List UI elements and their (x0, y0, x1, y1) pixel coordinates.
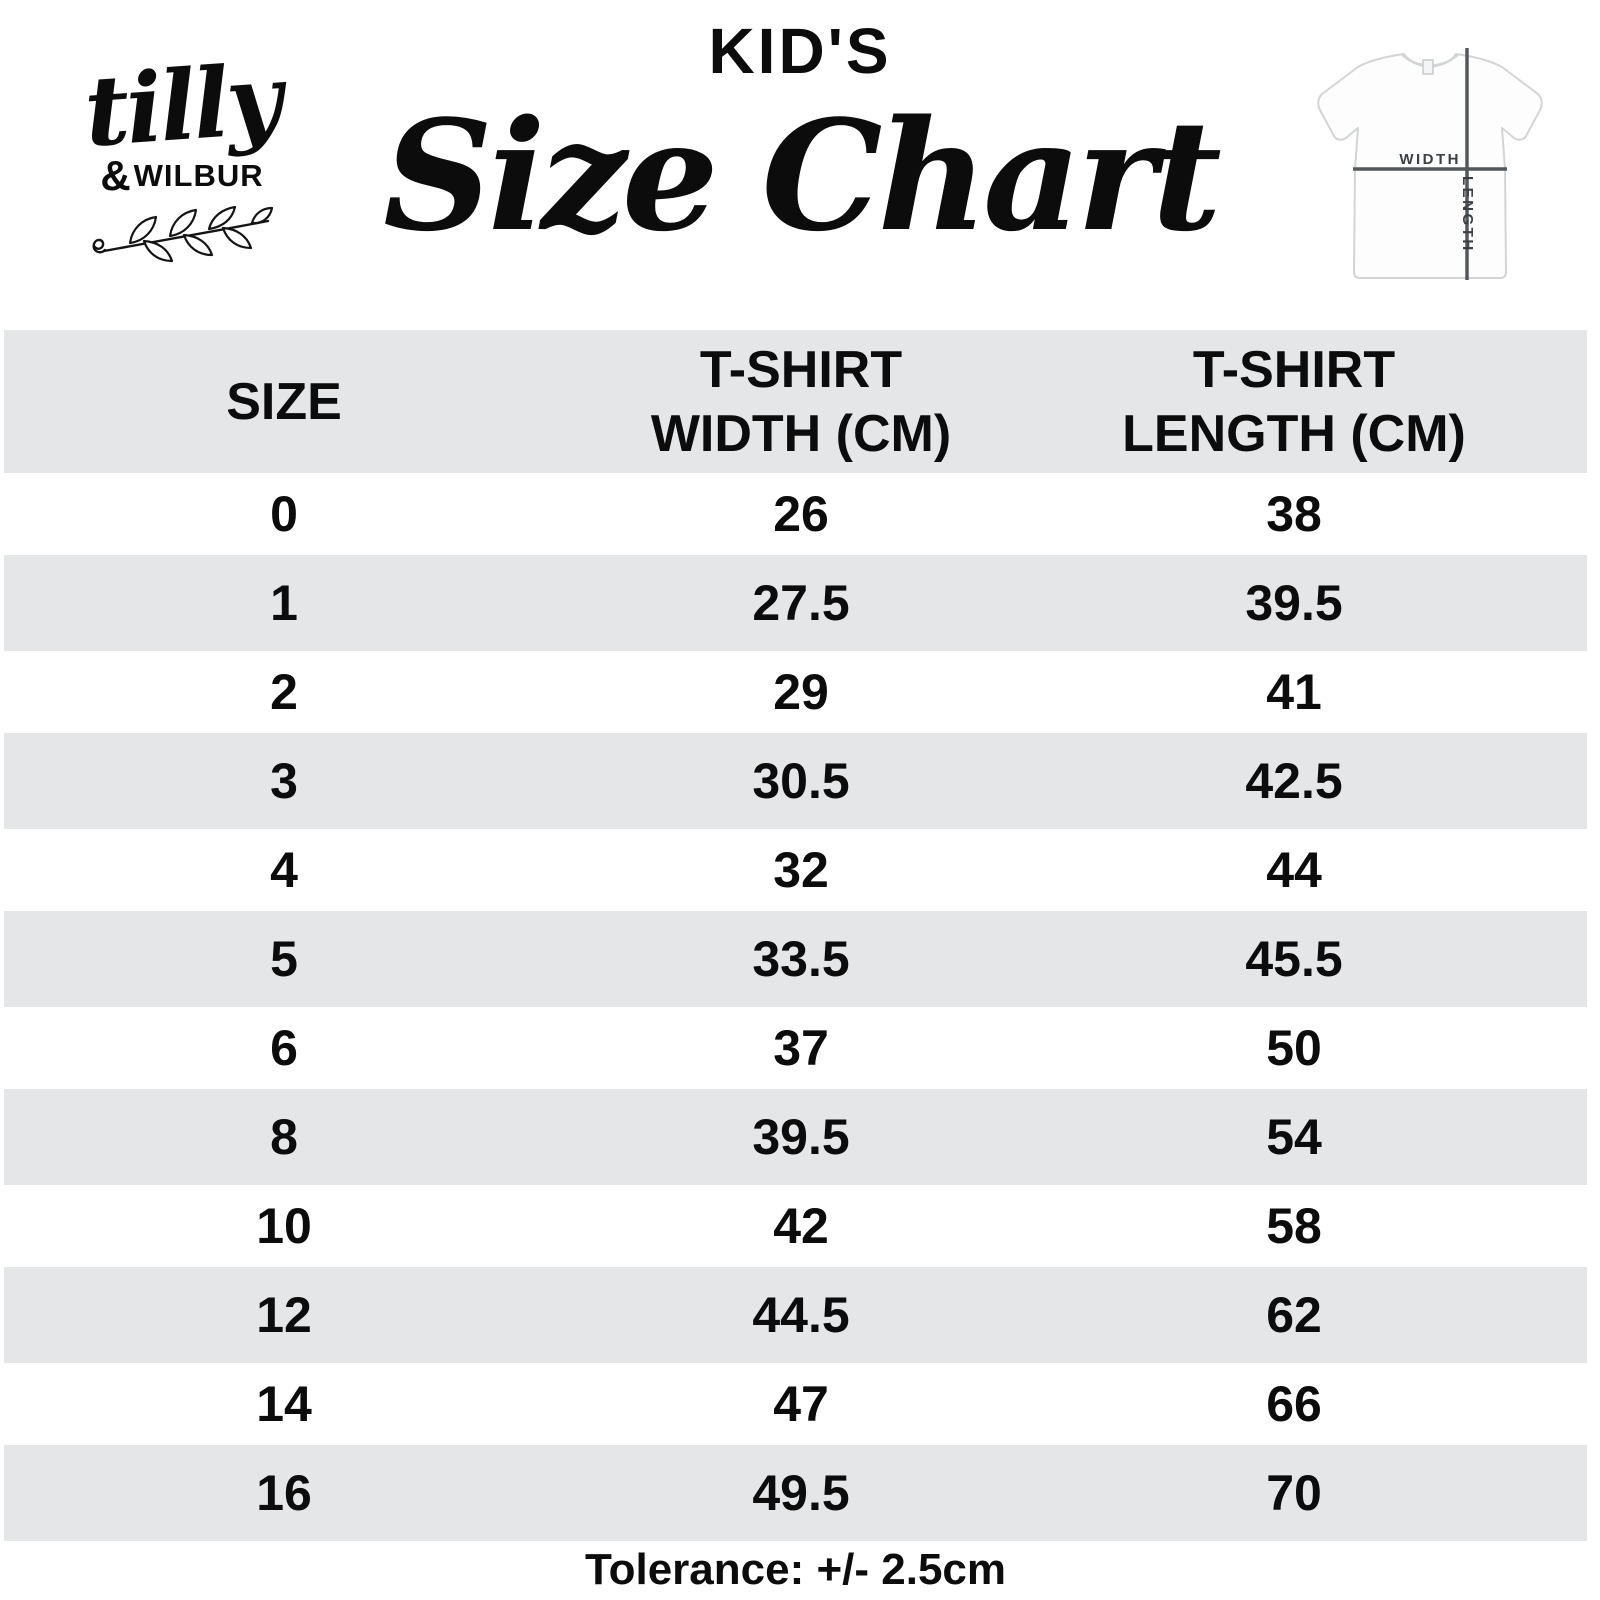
length-cell: 70 (1266, 1465, 1322, 1521)
brand-logo: tilly &WILBUR (62, 42, 302, 264)
width-cell: 29 (773, 664, 829, 720)
size-cell: 8 (270, 1109, 298, 1165)
table-row: 6 37 50 (4, 1007, 1587, 1089)
width-cell: 37 (773, 1020, 829, 1076)
size-cell: 5 (270, 931, 298, 987)
table-header-row: SIZE T-SHIRT WIDTH (CM) T-SHIRT LENGTH (… (4, 330, 1587, 473)
column-header-width-line2: WIDTH (CM) (650, 404, 952, 463)
table-body: 0 26 38 1 27.5 39.5 2 29 41 3 30.5 42.5 4 32 44 5 33.5 45… (4, 473, 1587, 1541)
length-cell: 38 (1266, 486, 1322, 542)
table-row: 10 42 58 (4, 1185, 1587, 1267)
length-cell: 50 (1266, 1020, 1322, 1076)
length-cell: 41 (1266, 664, 1322, 720)
width-cell: 30.5 (752, 753, 850, 809)
width-cell: 39.5 (752, 1109, 850, 1165)
tshirt-diagram: WIDTH LENGTH (1282, 24, 1582, 304)
size-cell: 1 (270, 575, 298, 631)
width-label: WIDTH (1399, 151, 1461, 168)
width-cell: 42 (773, 1198, 829, 1254)
table-row: 12 44.5 62 (4, 1267, 1587, 1363)
table-row: 0 26 38 (4, 473, 1587, 555)
column-header-width-line1: T-SHIRT (699, 340, 903, 399)
length-cell: 44 (1266, 842, 1322, 898)
size-cell: 3 (270, 753, 298, 809)
brand-ampersand: & (100, 152, 132, 200)
length-cell: 39.5 (1245, 575, 1343, 631)
width-cell: 27.5 (752, 575, 850, 631)
table-row: 3 30.5 42.5 (4, 733, 1587, 829)
length-cell: 45.5 (1245, 931, 1343, 987)
table-row: 4 32 44 (4, 829, 1587, 911)
table-row: 16 49.5 70 (4, 1445, 1587, 1541)
width-cell: 32 (773, 842, 829, 898)
size-cell: 10 (256, 1198, 312, 1254)
size-cell: 6 (270, 1020, 298, 1076)
width-cell: 44.5 (752, 1287, 850, 1343)
length-cell: 42.5 (1245, 753, 1343, 809)
width-cell: 26 (773, 486, 829, 542)
length-cell: 54 (1266, 1109, 1322, 1165)
size-cell: 12 (256, 1287, 312, 1343)
length-cell: 66 (1266, 1376, 1322, 1432)
size-cell: 16 (256, 1465, 312, 1521)
brand-name-caps-text: WILBUR (133, 158, 264, 194)
laurel-branch-icon (92, 206, 273, 263)
page-title: Size Chart (383, 86, 1222, 265)
column-header-length: T-SHIRT LENGTH (CM) (1038, 338, 1550, 466)
width-cell: 47 (773, 1376, 829, 1432)
size-cell: 14 (256, 1376, 312, 1432)
length-cell: 58 (1266, 1198, 1322, 1254)
table-row: 2 29 41 (4, 651, 1587, 733)
length-cell: 62 (1266, 1287, 1322, 1343)
title-kicker: KID'S (708, 15, 892, 87)
size-cell: 4 (270, 842, 298, 898)
column-header-width: T-SHIRT WIDTH (CM) (564, 338, 1038, 466)
tolerance-note: Tolerance: +/- 2.5cm (584, 1545, 1007, 1594)
brand-name-caps: &WILBUR (62, 152, 302, 200)
table-row: 1 27.5 39.5 (4, 555, 1587, 651)
table-row: 14 47 66 (4, 1363, 1587, 1445)
column-header-length-line1: T-SHIRT (1192, 340, 1396, 399)
size-table: SIZE T-SHIRT WIDTH (CM) T-SHIRT LENGTH (… (4, 330, 1587, 1541)
tshirt-shape (1317, 53, 1543, 279)
table-row: 8 39.5 54 (4, 1089, 1587, 1185)
table-row: 5 33.5 45.5 (4, 911, 1587, 1007)
column-header-size: SIZE (4, 370, 564, 434)
width-cell: 33.5 (752, 931, 850, 987)
column-header-length-line2: LENGTH (CM) (1122, 404, 1466, 463)
size-cell: 0 (270, 486, 298, 542)
measurement-lines (1353, 48, 1507, 280)
width-cell: 49.5 (752, 1465, 850, 1521)
column-header-size-text: SIZE (226, 372, 342, 431)
length-label: LENGTH (1459, 176, 1476, 253)
size-cell: 2 (270, 664, 298, 720)
